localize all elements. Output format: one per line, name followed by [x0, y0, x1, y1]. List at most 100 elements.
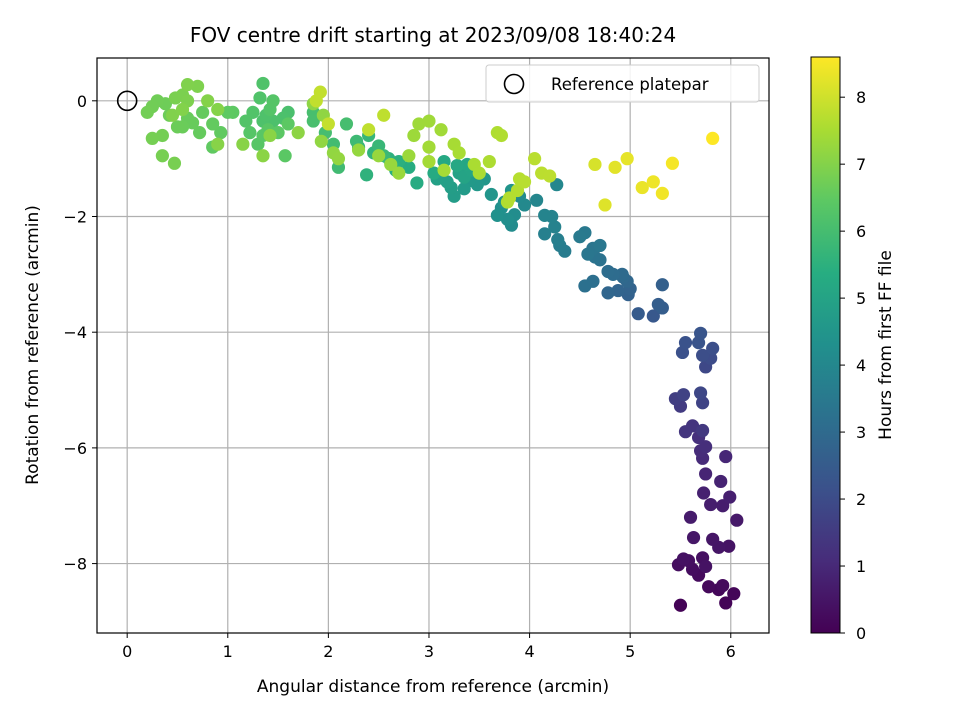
y-axis-ticks: −8 −6 −4 −2 0 — [63, 92, 97, 574]
data-point — [170, 120, 185, 134]
data-point — [678, 336, 693, 350]
data-point — [422, 140, 436, 154]
x-tick-label: 1 — [223, 642, 233, 661]
data-point — [211, 102, 225, 117]
data-point — [631, 307, 645, 321]
data-point — [450, 158, 464, 173]
data-point — [573, 230, 587, 244]
y-tick-label: −2 — [63, 208, 87, 227]
data-point — [362, 123, 376, 137]
data-point — [706, 341, 720, 355]
legend-marker — [503, 73, 525, 95]
data-point — [615, 267, 629, 281]
data-point — [412, 117, 426, 131]
data-point — [696, 423, 710, 438]
data-point — [407, 128, 421, 143]
data-point — [543, 169, 557, 183]
data-point — [243, 126, 257, 140]
x-tick-label: 6 — [726, 642, 736, 661]
reference-platepar-marker — [116, 90, 138, 112]
y-axis-label: Rotation from reference (arcmin) — [23, 205, 43, 485]
data-point — [500, 212, 515, 226]
data-point — [608, 160, 622, 174]
data-point — [402, 160, 416, 174]
colorbar-tick-label: 0 — [856, 624, 866, 643]
data-point — [321, 117, 335, 131]
data-point — [538, 208, 552, 222]
data-point — [206, 117, 220, 131]
data-point — [313, 85, 327, 99]
data-point — [291, 126, 305, 140]
colorbar-tick-label: 2 — [856, 490, 866, 509]
data-point — [696, 348, 710, 362]
data-point — [482, 154, 496, 169]
data-point — [655, 278, 669, 292]
data-point — [214, 126, 228, 140]
data-point — [551, 233, 565, 247]
data-point — [306, 114, 320, 128]
data-point — [620, 152, 634, 166]
data-point — [434, 123, 448, 137]
data-point — [427, 166, 441, 180]
data-point — [699, 467, 713, 481]
data-point — [410, 176, 424, 190]
colorbar-ticks: 0 1 2 3 4 5 6 7 8 — [840, 88, 866, 643]
data-point — [239, 114, 253, 128]
data-point — [452, 146, 466, 160]
data-point — [263, 128, 277, 143]
data-point — [686, 530, 701, 545]
data-point — [253, 91, 267, 105]
data-point — [673, 598, 688, 612]
y-tick-label: −8 — [63, 555, 87, 574]
x-axis-ticks: 0 1 2 3 4 5 6 — [122, 633, 736, 661]
data-point — [528, 152, 542, 166]
data-point — [538, 227, 552, 241]
data-point — [699, 440, 713, 454]
data-point — [155, 128, 169, 143]
data-point — [578, 279, 592, 293]
data-point — [706, 131, 720, 146]
data-point — [697, 486, 711, 500]
data-point — [494, 128, 509, 143]
x-tick-label: 3 — [424, 642, 434, 661]
data-point — [676, 552, 691, 566]
data-point — [193, 126, 207, 140]
data-point — [719, 449, 733, 464]
data-point — [490, 208, 504, 222]
data-point — [722, 539, 736, 553]
y-tick-label: −6 — [63, 439, 87, 458]
y-tick-label: 0 — [77, 92, 87, 111]
data-point — [236, 137, 250, 151]
data-point — [402, 149, 416, 163]
data-point — [281, 117, 295, 131]
data-point — [392, 166, 406, 180]
data-point — [530, 193, 544, 207]
data-point — [702, 580, 716, 594]
data-point — [678, 425, 693, 439]
data-point — [201, 94, 215, 108]
data-point — [704, 497, 718, 512]
data-point — [651, 297, 665, 312]
data-point — [588, 157, 602, 172]
data-point — [472, 166, 486, 180]
data-point — [517, 175, 532, 189]
data-point — [730, 513, 744, 527]
x-tick-label: 5 — [625, 642, 635, 661]
data-point — [175, 102, 190, 117]
data-point — [211, 137, 225, 151]
data-point — [665, 156, 680, 170]
data-point — [714, 474, 728, 489]
legend-box — [485, 64, 760, 103]
data-point — [372, 149, 386, 163]
data-point — [699, 559, 713, 574]
data-point — [716, 578, 730, 593]
data-point — [140, 105, 154, 119]
data-point — [372, 139, 386, 153]
chart-title: FOV centre drift starting at 2023/09/08 … — [190, 23, 676, 47]
data-point — [190, 79, 205, 93]
data-point — [611, 283, 625, 298]
data-point — [314, 134, 328, 148]
x-tick-label: 0 — [122, 642, 132, 661]
data-point — [457, 182, 471, 196]
